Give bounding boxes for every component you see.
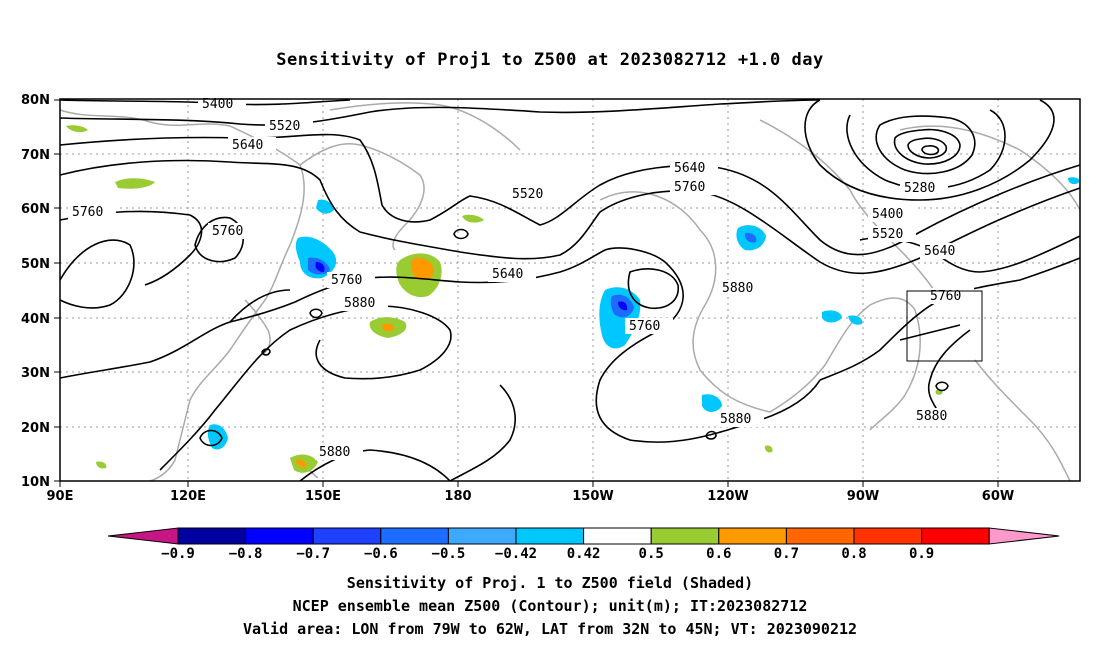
- lon-tick-label: 120E: [170, 489, 206, 504]
- colorbar-swatch: [853, 527, 923, 545]
- colorbar-swatch: [650, 527, 720, 545]
- contour-label: 5640: [492, 267, 523, 282]
- shade-blob: [115, 178, 155, 189]
- colorbar-label: 0.42: [567, 546, 601, 562]
- colorbar-labels: −0.9 −0.8 −0.7 −0.6 −0.5 −0.42 0.42 0.5 0.6 0.7 0.…: [161, 546, 934, 562]
- contour-label: 5880: [720, 412, 751, 427]
- shade-blob: [744, 232, 757, 243]
- shade-blob: [316, 199, 334, 214]
- lon-tick-label: 90W: [847, 489, 879, 504]
- lat-tick-label: 70N: [21, 148, 50, 163]
- colorbar-label: −0.5: [432, 546, 466, 562]
- colorbar-label: −0.9: [161, 546, 195, 562]
- colorbar-label: −0.7: [296, 546, 330, 562]
- shade-blob: [382, 323, 394, 332]
- valid-area-box: [906, 290, 983, 362]
- shade-blob: [764, 445, 773, 453]
- contour-label: 5400: [202, 97, 233, 112]
- contour-label: 5520: [872, 227, 903, 242]
- shade-blob: [66, 125, 88, 133]
- footer-line-2: NCEP ensemble mean Z500 (Contour); unit(…: [292, 597, 808, 615]
- colorbar-label: 0.9: [909, 546, 934, 562]
- colorbar-arrow-low: [107, 527, 179, 545]
- colorbar-label: −0.42: [495, 546, 537, 562]
- shade-blob: [822, 310, 842, 323]
- colorbar: [107, 527, 1060, 545]
- chart-title: Sensitivity of Proj1 to Z500 at 20230827…: [276, 50, 824, 70]
- colorbar-label: 0.5: [639, 546, 664, 562]
- colorbar-label: −0.6: [364, 546, 398, 562]
- colorbar-swatch: [718, 527, 787, 545]
- lon-tick-label: 60W: [982, 489, 1014, 504]
- shade-blob: [848, 315, 863, 325]
- contour-label: 5640: [924, 244, 955, 259]
- colorbar-arrow-high: [988, 527, 1060, 545]
- lat-tick-label: 20N: [21, 421, 50, 436]
- colorbar-swatch: [515, 527, 585, 545]
- footer-line-3: Valid area: LON from 79W to 62W, LAT fro…: [242, 620, 858, 638]
- lat-tick-label: 50N: [21, 257, 50, 272]
- shade-blob: [296, 459, 307, 468]
- lat-tick-label: 30N: [21, 366, 50, 381]
- lon-tick-label: 150E: [305, 489, 341, 504]
- colorbar-swatch: [447, 527, 517, 545]
- contour-label: 5760: [212, 224, 243, 239]
- lat-tick-label: 10N: [21, 475, 50, 490]
- colorbar-swatch: [785, 527, 855, 545]
- lat-tick-label: 60N: [21, 202, 50, 217]
- contour-label: 5520: [512, 187, 543, 202]
- shade-blob: [96, 461, 107, 469]
- contour-label: 5760: [674, 180, 705, 195]
- lon-axis: 90E 120E 150E 180 150W 120W 90W 60W: [47, 489, 1015, 504]
- contour-label: 5880: [344, 296, 375, 311]
- contour-label: 5880: [916, 409, 947, 424]
- shade-blob: [702, 394, 722, 412]
- colorbar-swatch: [380, 527, 449, 545]
- shade-blob: [1068, 177, 1080, 185]
- map-frame: [59, 98, 1081, 482]
- colorbar-swatch: [583, 527, 652, 545]
- colorbar-swatch: [177, 527, 247, 545]
- contour-labels: 5400 5520 5640 5760 5760 5760 5880 5880 …: [68, 96, 974, 460]
- z500-contours: [59, 99, 1081, 482]
- lat-tick-label: 40N: [21, 312, 50, 327]
- lon-tick-label: 180: [444, 489, 471, 504]
- contour-label: 5640: [674, 161, 705, 176]
- contour-label: 5760: [629, 319, 660, 334]
- grid-lines: [60, 99, 1080, 481]
- colorbar-label: 0.8: [841, 546, 866, 562]
- colorbar-label: −0.8: [229, 546, 263, 562]
- shade-blob: [411, 257, 434, 281]
- contour-label: 5880: [722, 281, 753, 296]
- contour-label: 5520: [269, 119, 300, 134]
- contour-label: 5880: [319, 445, 350, 460]
- lat-tick-label: 80N: [21, 93, 50, 108]
- lon-tick-label: 120W: [707, 489, 748, 504]
- contour-label: 5400: [872, 207, 903, 222]
- footer-line-1: Sensitivity of Proj. 1 to Z500 field (Sh…: [346, 574, 754, 592]
- lat-axis: 80N 70N 60N 50N 40N 30N 20N 10N: [21, 93, 50, 490]
- shade-blob: [315, 262, 325, 272]
- colorbar-label: 0.6: [706, 546, 731, 562]
- colorbar-swatch: [245, 527, 314, 545]
- colorbar-label: 0.7: [774, 546, 799, 562]
- lon-tick-label: 150W: [572, 489, 613, 504]
- contour-label: 5760: [930, 289, 961, 304]
- colorbar-swatch: [921, 527, 990, 545]
- contour-label: 5280: [904, 181, 935, 196]
- colorbar-swatch: [312, 527, 382, 545]
- contour-label: 5760: [331, 273, 362, 288]
- shade-blob: [462, 214, 484, 223]
- coastlines: [59, 102, 1081, 482]
- sensitivity-shading: [66, 125, 1080, 473]
- contour-label: 5640: [232, 138, 263, 153]
- shade-blob: [618, 301, 628, 311]
- contour-label: 5760: [72, 205, 103, 220]
- lon-tick-label: 90E: [47, 489, 74, 504]
